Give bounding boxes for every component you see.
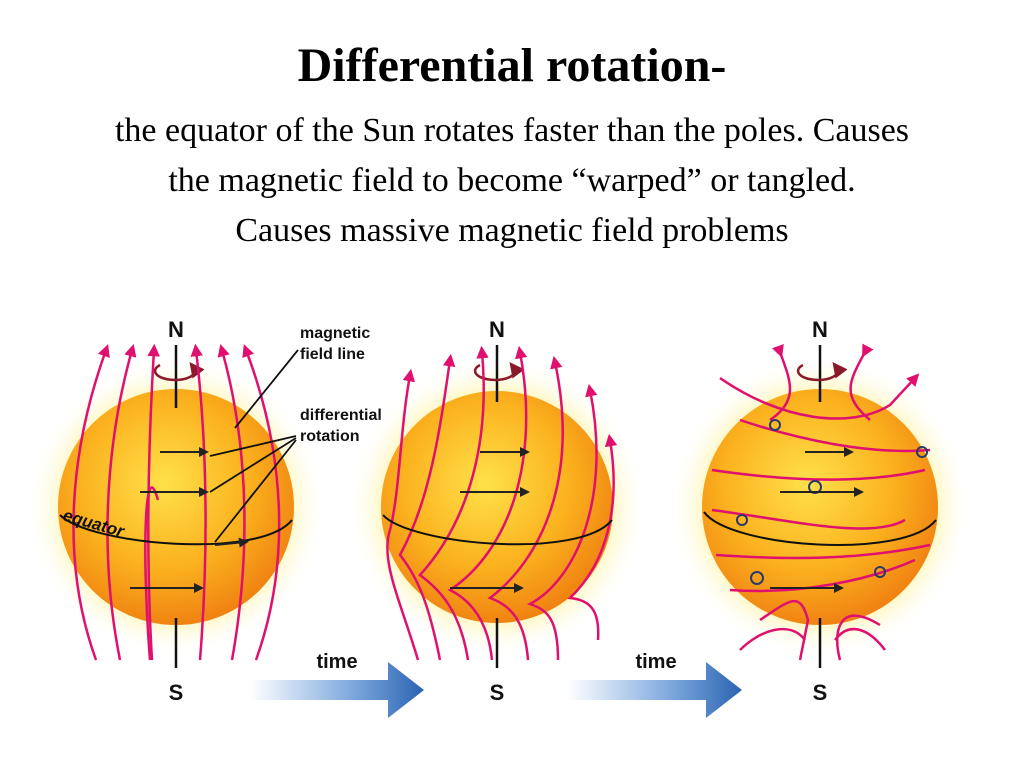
south-label: S bbox=[813, 680, 828, 705]
time-arrow-icon bbox=[250, 662, 424, 718]
sun-stage-1: equator N S bbox=[26, 317, 326, 705]
sun-stage-2: N S bbox=[347, 317, 647, 705]
equator-line bbox=[59, 514, 293, 546]
differential-label-line-2: rotation bbox=[300, 428, 360, 445]
slide-title: Differential rotation- bbox=[297, 39, 727, 92]
sun-stage-3: N S bbox=[668, 317, 972, 705]
subtitle-line-2: the magnetic field to become “warped” or… bbox=[168, 162, 856, 199]
north-label: N bbox=[812, 317, 828, 342]
magnetic-pointer-line bbox=[234, 349, 299, 429]
magnetic-label-line-1: magnetic bbox=[300, 325, 370, 342]
equator-arrow-icon bbox=[214, 537, 249, 548]
field-lines bbox=[386, 345, 618, 661]
time-label-1: time bbox=[316, 651, 357, 673]
rotation-arrow-icon bbox=[796, 362, 848, 382]
magnetic-label-line-2: field line bbox=[300, 346, 365, 363]
north-label: N bbox=[489, 317, 505, 342]
subtitle-line-3: Causes massive magnetic field problems bbox=[235, 212, 789, 249]
equator-line bbox=[382, 514, 613, 546]
sun-sphere bbox=[58, 389, 294, 625]
rotation-arrows bbox=[130, 447, 209, 593]
slide-subtitle: the equator of the Sun rotates faster th… bbox=[0, 106, 1024, 256]
rotation-arrows bbox=[770, 447, 864, 593]
rotation-arrow-icon bbox=[473, 362, 525, 382]
sun-sphere bbox=[702, 389, 938, 625]
time-arrow-1: time bbox=[250, 651, 424, 718]
time-label-2: time bbox=[635, 651, 676, 673]
field-lines bbox=[711, 343, 931, 661]
sun-sphere bbox=[381, 391, 613, 623]
annotations: magnetic field line differential rotatio… bbox=[209, 325, 382, 543]
equator-line bbox=[703, 511, 937, 546]
rotation-arrows bbox=[450, 447, 530, 593]
field-lines bbox=[72, 343, 281, 661]
differential-pointer-lines bbox=[209, 435, 297, 543]
time-arrow-2: time bbox=[568, 651, 742, 718]
differential-label-line-1: differential bbox=[300, 407, 382, 424]
north-label: N bbox=[168, 317, 184, 342]
time-arrow-icon bbox=[568, 662, 742, 718]
south-label: S bbox=[490, 680, 505, 705]
south-label: S bbox=[169, 680, 184, 705]
subtitle-line-1: the equator of the Sun rotates faster th… bbox=[114, 112, 910, 149]
rotation-arrow-icon bbox=[153, 362, 205, 382]
